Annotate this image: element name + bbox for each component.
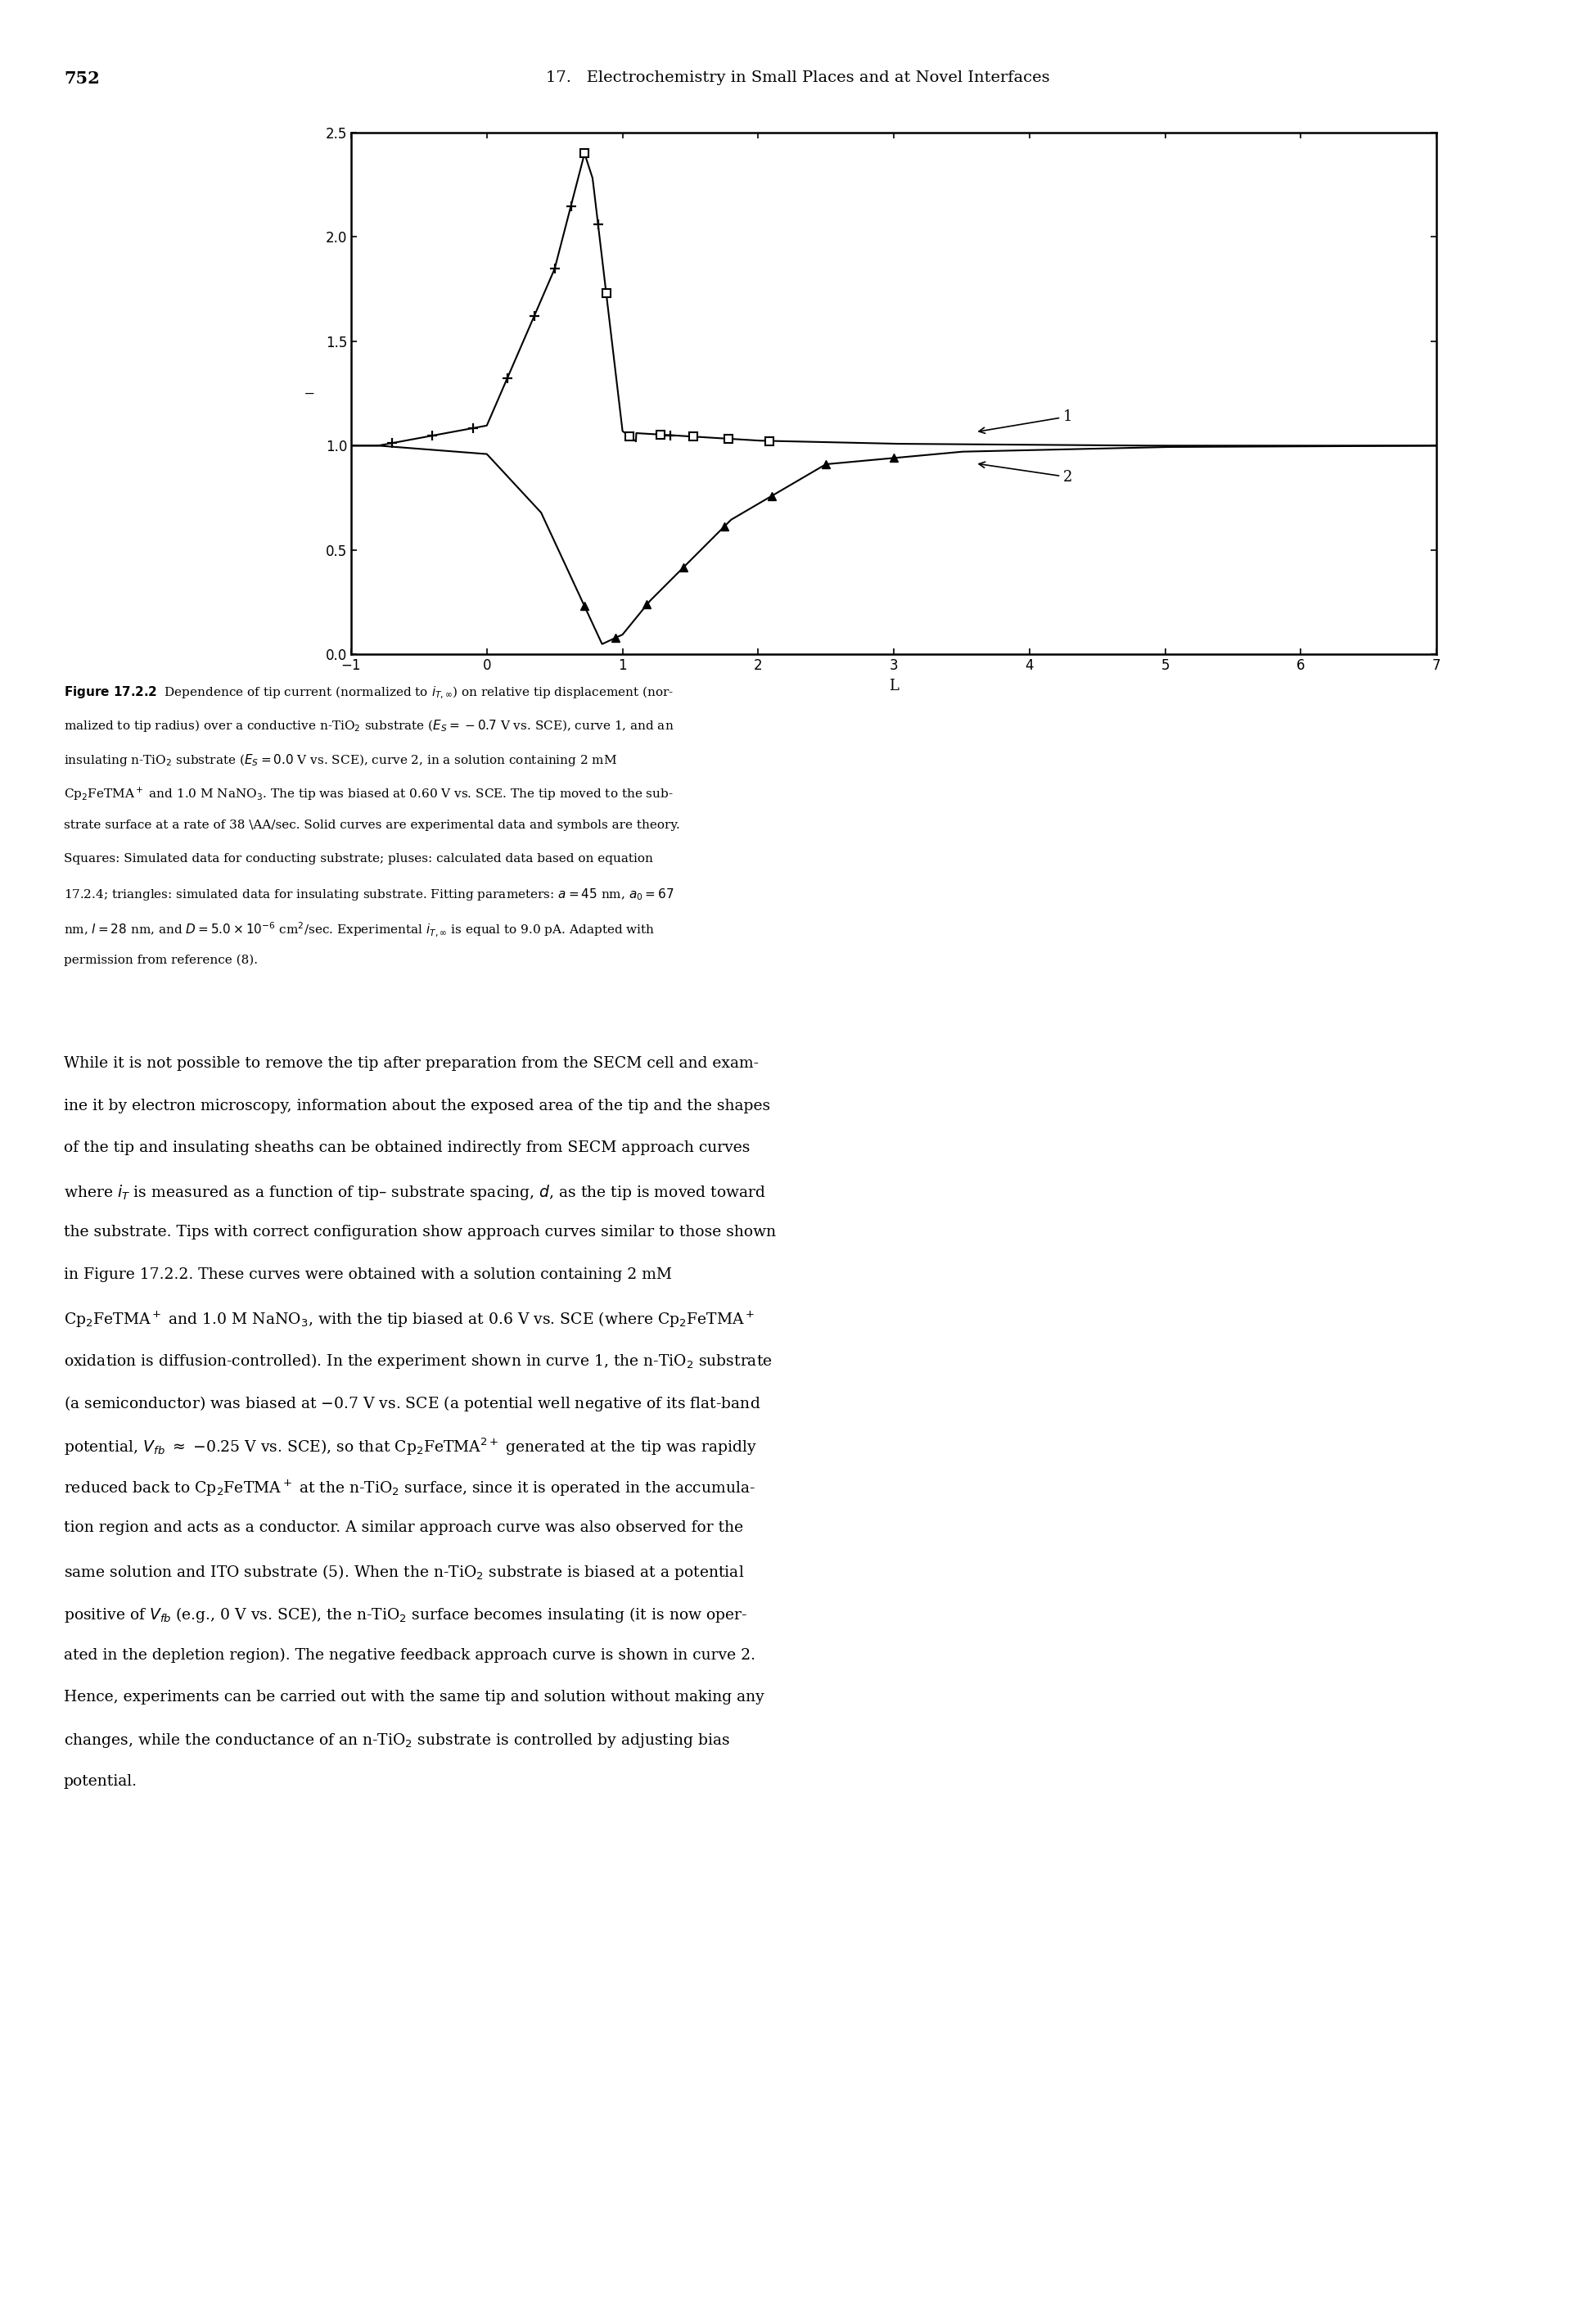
Text: reduced back to Cp$_2$FeTMA$^+$ at the n-TiO$_2$ surface, since it is operated i: reduced back to Cp$_2$FeTMA$^+$ at the n… [64, 1478, 755, 1499]
Text: strate surface at a rate of 38 \AA/sec. Solid curves are experimental data and s: strate surface at a rate of 38 \AA/sec. … [64, 819, 680, 831]
Text: $\bf{Figure\ 17.2.2}$  Dependence of tip current (normalized to $i_{T,\infty}$) : $\bf{Figure\ 17.2.2}$ Dependence of tip … [64, 685, 674, 701]
Text: oxidation is diffusion-controlled). In the experiment shown in curve 1, the n-Ti: oxidation is diffusion-controlled). In t… [64, 1351, 772, 1372]
Text: potential.: potential. [64, 1773, 137, 1789]
Text: Squares: Simulated data for conducting substrate; pluses: calculated data based : Squares: Simulated data for conducting s… [64, 854, 653, 863]
Text: positive of $V_{fb}$ (e.g., 0 V vs. SCE), the n-TiO$_2$ surface becomes insulati: positive of $V_{fb}$ (e.g., 0 V vs. SCE)… [64, 1606, 747, 1625]
Text: 17.   Electrochemistry in Small Places and at Novel Interfaces: 17. Electrochemistry in Small Places and… [546, 70, 1050, 86]
Text: Cp$_2$FeTMA$^+$ and 1.0 M NaNO$_3$, with the tip biased at 0.6 V vs. SCE (where : Cp$_2$FeTMA$^+$ and 1.0 M NaNO$_3$, with… [64, 1309, 755, 1330]
Text: 1: 1 [978, 408, 1073, 434]
Text: ated in the depletion region). The negative feedback approach curve is shown in : ated in the depletion region). The negat… [64, 1648, 755, 1662]
Text: Hence, experiments can be carried out with the same tip and solution without mak: Hence, experiments can be carried out wi… [64, 1690, 764, 1704]
Text: (a semiconductor) was biased at $-$0.7 V vs. SCE (a potential well negative of i: (a semiconductor) was biased at $-$0.7 V… [64, 1395, 761, 1413]
Text: nm, $l = 28$ nm, and $D = 5.0 \times 10^{-6}$ cm$^2$/sec. Experimental $i_{T,\in: nm, $l = 28$ nm, and $D = 5.0 \times 10^… [64, 919, 654, 938]
Text: changes, while the conductance of an n-TiO$_2$ substrate is controlled by adjust: changes, while the conductance of an n-T… [64, 1731, 731, 1750]
Text: same solution and ITO substrate (5). When the n-TiO$_2$ substrate is biased at a: same solution and ITO substrate (5). Whe… [64, 1562, 744, 1583]
Text: 17.2.4; triangles: simulated data for insulating substrate. Fitting parameters: : 17.2.4; triangles: simulated data for in… [64, 887, 674, 903]
Text: permission from reference (8).: permission from reference (8). [64, 954, 259, 966]
Text: where $i_T$ is measured as a function of tip– substrate spacing, $d$, as the tip: where $i_T$ is measured as a function of… [64, 1184, 766, 1202]
Text: 2: 2 [978, 462, 1073, 485]
Text: While it is not possible to remove the tip after preparation from the SECM cell : While it is not possible to remove the t… [64, 1056, 758, 1070]
X-axis label: L: L [889, 680, 899, 694]
Text: tion region and acts as a conductor. A similar approach curve was also observed : tion region and acts as a conductor. A s… [64, 1520, 744, 1537]
Text: insulating n-TiO$_2$ substrate ($E_S = 0.0$ V vs. SCE), curve 2, in a solution c: insulating n-TiO$_2$ substrate ($E_S = 0… [64, 752, 618, 768]
Text: the substrate. Tips with correct configuration show approach curves similar to t: the substrate. Tips with correct configu… [64, 1225, 776, 1239]
Text: ine it by electron microscopy, information about the exposed area of the tip and: ine it by electron microscopy, informati… [64, 1098, 771, 1114]
Text: of the tip and insulating sheaths can be obtained indirectly from SECM approach : of the tip and insulating sheaths can be… [64, 1140, 750, 1156]
Text: malized to tip radius) over a conductive n-TiO$_2$ substrate ($E_S = -0.7$ V vs.: malized to tip radius) over a conductive… [64, 717, 674, 733]
Text: potential, $V_{fb}$ $\approx$ $-$0.25 V vs. SCE), so that Cp$_2$FeTMA$^{2+}$ gen: potential, $V_{fb}$ $\approx$ $-$0.25 V … [64, 1437, 757, 1458]
Y-axis label: –: – [305, 383, 314, 404]
Text: Cp$_2$FeTMA$^+$ and 1.0 M NaNO$_3$. The tip was biased at 0.60 V vs. SCE. The ti: Cp$_2$FeTMA$^+$ and 1.0 M NaNO$_3$. The … [64, 784, 674, 803]
Text: 752: 752 [64, 70, 99, 88]
Text: in Figure 17.2.2. These curves were obtained with a solution containing 2 mM: in Figure 17.2.2. These curves were obta… [64, 1267, 672, 1281]
